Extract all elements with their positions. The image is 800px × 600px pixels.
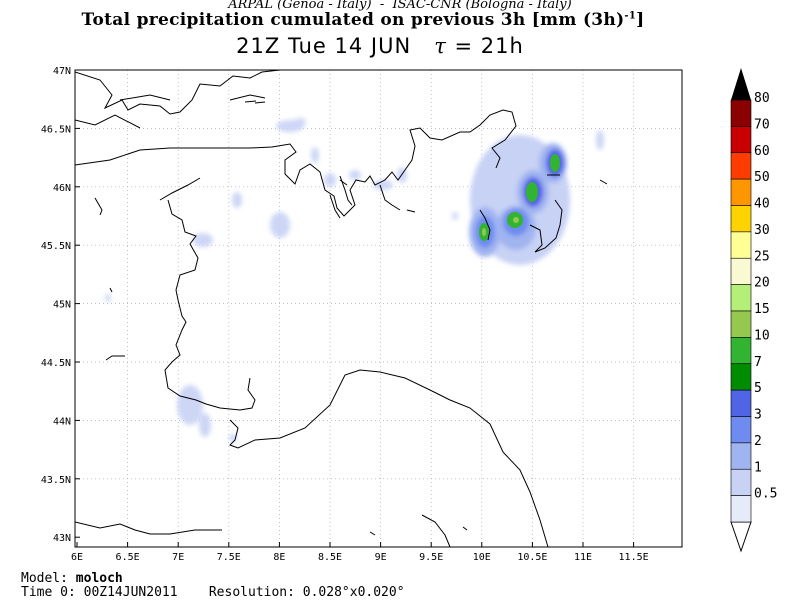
forecast-time: 21Z Tue 14 JUN τ = 21h — [236, 34, 524, 58]
coastlines-borders — [75, 70, 608, 547]
colorbar-swatch — [730, 152, 752, 180]
colorbar-label: 60 — [754, 144, 770, 159]
longitude-ticks: 6E 6.5E 7E 7.5E 8E 8.5E 9E 9.5E 10E 10.5E 11E 11.5E — [71, 542, 649, 563]
lat-tick-label: 46.5N — [41, 124, 71, 135]
time-resolution-info: Time 0: 00Z14JUN2011 Resolution: 0.028°x… — [21, 585, 405, 600]
credit-line: ARPAL (Genoa - Italy) - ISAC-CNR (Bologn… — [228, 0, 572, 12]
colorbar-label: 1 — [754, 460, 762, 475]
lon-tick-label: 11.5E — [619, 552, 649, 563]
colorbar-label: 20 — [754, 276, 770, 291]
lat-tick-label: 47N — [53, 66, 71, 77]
colorbar-label: 5 — [754, 381, 762, 396]
map-frame — [74, 69, 683, 548]
colorbar-swatch — [730, 126, 752, 154]
lon-tick-label: 9.5E — [419, 552, 443, 563]
colorbar-swatch — [730, 416, 752, 444]
colorbar-label: 40 — [754, 197, 770, 212]
colorbar-swatch — [730, 468, 752, 496]
triangle-down-icon — [730, 521, 752, 553]
colorbar-label: 25 — [754, 249, 770, 264]
colorbar-label: 3 — [754, 408, 762, 423]
colorbar-swatch — [730, 337, 752, 365]
lon-tick-label: 7.5E — [217, 552, 241, 563]
lon-tick-label: 8.5E — [318, 552, 342, 563]
colorbar-label: 2 — [754, 434, 762, 449]
triangle-up-icon — [731, 68, 751, 100]
lat-tick-label: 44N — [53, 416, 71, 427]
colorbar-label: 30 — [754, 223, 770, 238]
lat-tick-label: 46N — [53, 183, 71, 194]
lat-tick-label: 45.5N — [41, 241, 71, 252]
colorbar-label: 0.5 — [754, 487, 777, 502]
lat-tick-label: 44.5N — [41, 358, 71, 369]
colorbar: 80 70 60 50 40 30 25 20 15 10 7 5 3 2 1 0.5 — [730, 68, 777, 553]
colorbar-swatch — [730, 442, 752, 470]
lon-tick-label: 9E — [375, 552, 387, 563]
colorbar-label: 70 — [754, 117, 770, 132]
lon-tick-label: 8E — [273, 552, 285, 563]
colorbar-swatch — [730, 310, 752, 338]
lon-tick-label: 11E — [574, 552, 592, 563]
colorbar-label: 10 — [754, 328, 770, 343]
lon-tick-label: 10E — [473, 552, 491, 563]
lat-tick-label: 45N — [53, 300, 71, 311]
lon-tick-label: 6E — [71, 552, 83, 563]
model-info: Model: moloch — [21, 571, 123, 586]
lon-tick-label: 10.5E — [517, 552, 547, 563]
colorbar-label: 7 — [754, 355, 762, 370]
colorbar-swatch — [730, 389, 752, 417]
colorbar-swatch — [730, 99, 752, 127]
colorbar-swatch — [730, 257, 752, 285]
grid-lines — [75, 70, 682, 547]
colorbar-swatch — [730, 495, 752, 523]
colorbar-label: 15 — [754, 302, 770, 317]
lat-tick-label: 43N — [53, 533, 71, 544]
colorbar-swatch — [730, 231, 752, 259]
precipitation-field — [105, 118, 604, 442]
lon-tick-label: 7E — [172, 552, 184, 563]
chart-title: Total precipitation cumulated on previou… — [81, 10, 645, 30]
colorbar-label: 80 — [754, 91, 770, 106]
colorbar-swatch — [730, 284, 752, 312]
colorbar-swatch — [730, 205, 752, 233]
latitude-ticks: 47N 46.5N 46N 45.5N 45N 44.5N 44N 43.5N 43N — [41, 66, 80, 544]
colorbar-swatch — [730, 178, 752, 206]
colorbar-swatch — [730, 363, 752, 391]
lon-tick-label: 6.5E — [116, 552, 140, 563]
lat-tick-label: 43.5N — [41, 475, 71, 486]
colorbar-label: 50 — [754, 170, 770, 185]
